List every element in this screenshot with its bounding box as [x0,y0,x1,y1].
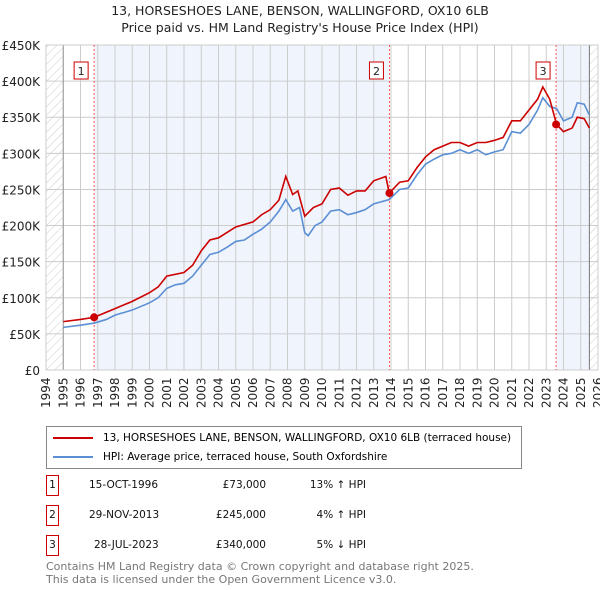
x-tick-label: 2014 [384,377,398,408]
legend-label: HPI: Average price, terraced house, Sout… [103,451,388,463]
sale-date: 28-JUL-2023 [94,539,159,551]
x-tick-label: 2002 [177,377,191,408]
y-tick-label: £450K [2,39,42,53]
x-tick-label: 2023 [539,377,553,408]
x-tick-label: 2019 [470,377,484,408]
shaded-period [94,45,390,370]
x-tick-label: 2011 [332,377,346,408]
y-tick-label: £100K [2,292,42,306]
y-tick-label: £50K [9,328,41,342]
footer-copyright: Contains HM Land Registry data © Crown c… [46,560,474,573]
x-tick-label: 2017 [436,377,450,408]
x-tick-label: 1998 [108,377,122,408]
legend-label: 13, HORSESHOES LANE, BENSON, WALLINGFORD… [103,432,512,444]
x-tick-label: 2013 [367,377,381,408]
sale-marker-badge: 3 [46,535,59,556]
x-tick-label: 2007 [263,377,277,408]
sale-price: £245,000 [215,509,266,521]
legend-swatch-red [53,437,93,439]
sale-date: 15-OCT-1996 [89,479,158,491]
y-tick-label: £200K [2,220,42,234]
sale-price: £340,000 [215,539,266,551]
sale-label-box [73,61,89,80]
x-tick-label: 2010 [315,377,329,408]
sale-hpi-diff: 4% ↑ HPI [316,509,366,521]
x-tick-label: 2022 [522,377,536,408]
legend: 13, HORSESHOES LANE, BENSON, WALLINGFORD… [46,426,522,469]
legend-item-hpi: HPI: Average price, terraced house, Sout… [53,449,387,465]
sale-hpi-diff: 13% ↑ HPI [309,479,366,491]
sale-label: 3 [540,65,547,78]
x-tick-label: 1997 [91,377,105,408]
y-tick-label: £300K [2,147,42,161]
x-tick-label: 2000 [143,377,157,408]
x-tick-label: 2004 [212,377,226,408]
shaded-period [556,45,590,370]
x-tick-label: 2003 [194,377,208,408]
y-tick-label: £400K [2,75,42,89]
sale-marker-badge: 1 [46,475,59,496]
series-line [63,96,591,329]
x-tick-label: 2016 [419,377,433,408]
x-tick-label: 2026 [591,377,600,408]
x-tick-label: 2012 [350,377,364,408]
y-tick-label: £350K [2,111,42,125]
no-data-hatch [46,45,64,370]
y-tick-label: £150K [2,256,42,270]
y-tick-label: £250K [2,183,42,197]
chart-title: 13, HORSESHOES LANE, BENSON, WALLINGFORD… [111,3,489,18]
x-tick-label: 2009 [298,377,312,408]
x-tick-label: 2008 [281,377,295,408]
no-data-hatch [589,45,598,370]
sale-hpi-diff: 5% ↓ HPI [316,539,366,551]
x-tick-label: 2005 [229,377,243,408]
legend-item-property: 13, HORSESHOES LANE, BENSON, WALLINGFORD… [53,430,511,446]
sale-point [385,189,394,198]
footer-licence: This data is licensed under the Open Gov… [46,573,397,586]
x-tick-label: 2025 [574,377,588,408]
x-tick-label: 1995 [56,377,70,408]
sale-price: £73,000 [222,479,266,491]
sale-label-box [368,61,384,80]
sale-point [552,120,561,129]
sale-point [90,313,99,322]
series-line [63,85,591,323]
sale-label: 2 [373,65,380,78]
sale-label-box [535,61,551,80]
x-tick-label: 2001 [160,377,174,408]
x-tick-label: 2020 [488,377,502,408]
x-tick-label: 1999 [125,377,139,408]
x-tick-label: 2024 [557,377,571,408]
sale-date: 29-NOV-2013 [89,509,160,521]
x-tick-label: 2015 [401,377,415,408]
x-tick-label: 2006 [246,377,260,408]
x-tick-label: 1996 [74,377,88,408]
y-tick-label: £0 [25,364,40,378]
plot-frame [45,44,599,371]
price-chart: £0 £50K £100K £150K £200K £250K £300K £350K £400… [2,39,600,408]
x-tick-label: 2021 [505,377,519,408]
x-tick-label: 2018 [453,377,467,408]
sale-marker-badge: 2 [46,505,59,526]
x-tick-label: 1994 [39,377,53,408]
chart-subtitle: Price paid vs. HM Land Registry's House … [121,20,479,35]
sale-label: 1 [78,65,85,78]
legend-swatch-blue [53,456,93,458]
